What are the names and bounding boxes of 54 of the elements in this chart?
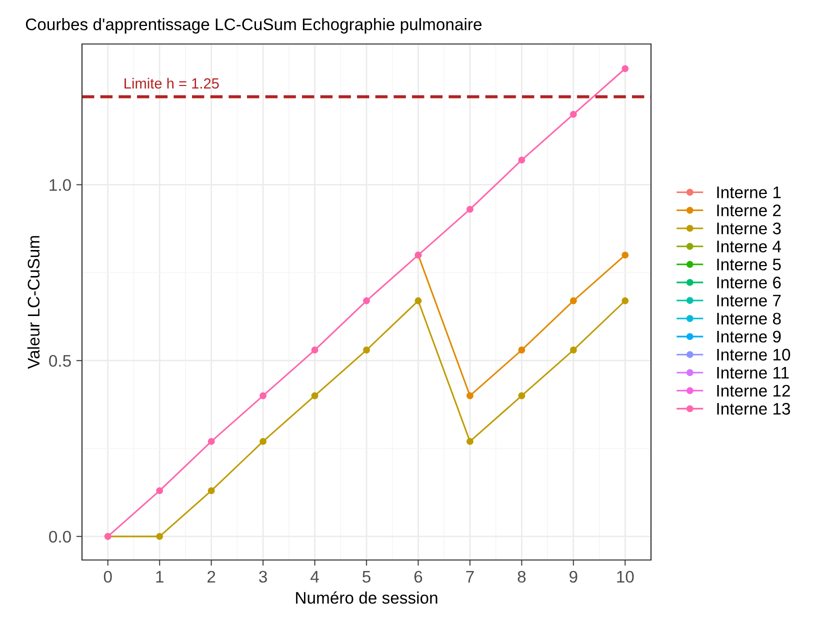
y-tick-label: 0.5	[49, 354, 71, 367]
point	[622, 65, 629, 72]
point	[570, 346, 577, 354]
x-tick-label: 3	[259, 570, 267, 583]
point	[363, 297, 370, 304]
legend-label: Interne 8	[717, 312, 781, 325]
point	[156, 487, 164, 494]
ref-line-label: Limite h = 1.25	[124, 78, 219, 89]
x-tick-label: 7	[466, 571, 474, 582]
legend-label: Interne 7	[717, 294, 781, 306]
legend-label: Interne 9	[717, 330, 781, 343]
x-tick-label: 6	[414, 570, 422, 583]
legend-label: Interne 11	[717, 366, 789, 379]
x-tick-label: 8	[518, 570, 526, 583]
point	[363, 346, 370, 354]
x-tick-label: 1	[156, 571, 164, 582]
point	[518, 346, 526, 354]
legend-label: Interne 13	[717, 402, 790, 415]
y-tick-label: 0.0	[49, 530, 71, 543]
legend-label: Interne 1	[717, 186, 781, 198]
x-tick-label: 9	[570, 570, 578, 583]
point	[466, 438, 474, 445]
legend-label: Interne 3	[717, 222, 781, 234]
point	[518, 392, 526, 400]
point	[466, 392, 474, 400]
point	[570, 110, 577, 118]
x-tick-label: 4	[310, 571, 319, 582]
point	[208, 487, 215, 494]
point	[311, 346, 318, 354]
legend-label: Interne 2	[717, 204, 781, 216]
point	[260, 438, 267, 445]
point	[466, 206, 474, 213]
x-tick-label: 5	[362, 571, 370, 583]
point	[622, 297, 629, 304]
point	[260, 392, 267, 400]
point	[311, 392, 318, 400]
legend-label: Interne 10	[717, 348, 790, 361]
x-tick-label: 10	[617, 570, 634, 583]
x-tick-label: 2	[208, 570, 216, 582]
legend-label: Interne 12	[717, 384, 790, 397]
point	[518, 156, 526, 164]
point	[570, 297, 577, 304]
legend-label: Interne 6	[717, 276, 781, 288]
legend-label: Interne 4	[717, 240, 782, 252]
point	[208, 438, 215, 445]
point	[622, 252, 629, 259]
point	[156, 532, 164, 540]
y-axis-title: Valeur LC-CuSum	[27, 236, 40, 369]
x-axis-title: Numéro de session	[296, 591, 438, 604]
chart-title: Courbes d'apprentissage LC-CuSum Echographie pulmonaire	[26, 18, 482, 34]
point	[414, 297, 422, 304]
legend-label: Interne 5	[717, 258, 781, 270]
y-tick-label: 1.0	[50, 179, 71, 191]
x-tick-label: 0	[104, 570, 112, 583]
